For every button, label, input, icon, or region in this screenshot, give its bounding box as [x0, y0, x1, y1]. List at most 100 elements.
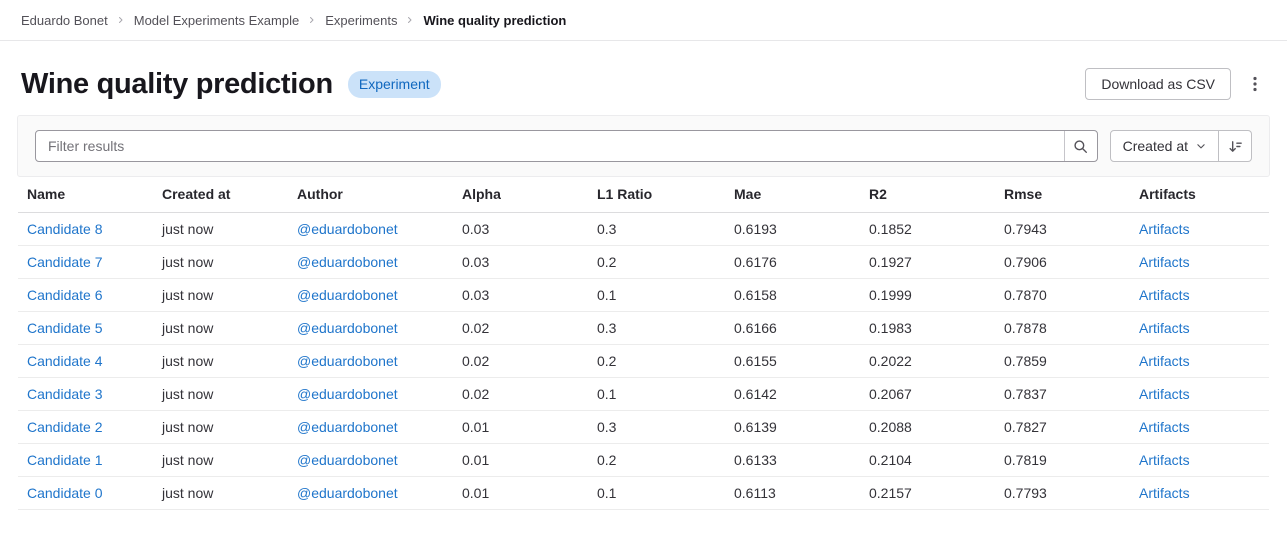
candidate-link[interactable]: Candidate 2 — [27, 418, 103, 435]
alpha-cell: 0.01 — [453, 410, 588, 444]
column-header-r2: R2 — [860, 177, 995, 213]
author-link[interactable]: @eduardobonet — [297, 484, 398, 501]
sort-field-dropdown[interactable]: Created at — [1109, 130, 1219, 162]
rmse-cell: 0.7837 — [995, 377, 1130, 411]
breadcrumb-item-project[interactable]: Model Experiments Example — [133, 12, 300, 28]
table-row: Candidate 1 just now @eduardobonet 0.01 … — [18, 443, 1269, 477]
r2-cell: 0.1999 — [860, 278, 995, 312]
l1-ratio-cell: 0.2 — [588, 245, 725, 279]
r2-cell: 0.2088 — [860, 410, 995, 444]
author-link[interactable]: @eduardobonet — [297, 352, 398, 369]
author-link[interactable]: @eduardobonet — [297, 418, 398, 435]
alpha-cell: 0.03 — [453, 245, 588, 279]
r2-cell: 0.2157 — [860, 476, 995, 510]
author-link[interactable]: @eduardobonet — [297, 319, 398, 336]
author-link[interactable]: @eduardobonet — [297, 253, 398, 270]
rmse-cell: 0.7943 — [995, 212, 1130, 246]
breadcrumb-item-experiments[interactable]: Experiments — [325, 12, 398, 28]
r2-cell: 0.1852 — [860, 212, 995, 246]
r2-cell: 0.2022 — [860, 344, 995, 378]
search-button[interactable] — [1063, 131, 1097, 161]
column-header-mae: Mae — [725, 177, 860, 213]
alpha-cell: 0.02 — [453, 311, 588, 345]
more-actions-button[interactable] — [1241, 72, 1269, 96]
alpha-cell: 0.01 — [453, 476, 588, 510]
rmse-cell: 0.7906 — [995, 245, 1130, 279]
l1-ratio-cell: 0.1 — [588, 377, 725, 411]
candidate-link[interactable]: Candidate 7 — [27, 253, 103, 270]
chevron-right-icon — [406, 16, 414, 24]
sort-direction-button[interactable] — [1219, 130, 1252, 162]
page-title: Wine quality prediction — [21, 67, 333, 100]
alpha-cell: 0.03 — [453, 212, 588, 246]
page-header: Wine quality prediction Experiment Downl… — [0, 65, 1287, 103]
chevron-right-icon — [117, 16, 125, 24]
breadcrumb-item-current: Wine quality prediction — [423, 12, 567, 28]
breadcrumb-item-user[interactable]: Eduardo Bonet — [21, 12, 108, 28]
rmse-cell: 0.7878 — [995, 311, 1130, 345]
mae-cell: 0.6176 — [725, 245, 860, 279]
rmse-cell: 0.7870 — [995, 278, 1130, 312]
column-header-author: Author — [288, 177, 453, 213]
author-link[interactable]: @eduardobonet — [297, 385, 398, 402]
created-at-cell: just now — [153, 443, 288, 477]
candidate-link[interactable]: Candidate 6 — [27, 286, 103, 303]
artifacts-link[interactable]: Artifacts — [1139, 385, 1190, 402]
candidate-link[interactable]: Candidate 0 — [27, 484, 103, 501]
l1-ratio-cell: 0.3 — [588, 410, 725, 444]
l1-ratio-cell: 0.2 — [588, 344, 725, 378]
created-at-cell: just now — [153, 476, 288, 510]
download-csv-button[interactable]: Download as CSV — [1085, 68, 1231, 100]
created-at-cell: just now — [153, 344, 288, 378]
column-header-rmse: Rmse — [995, 177, 1130, 213]
created-at-cell: just now — [153, 245, 288, 279]
created-at-cell: just now — [153, 410, 288, 444]
artifacts-link[interactable]: Artifacts — [1139, 286, 1190, 303]
rmse-cell: 0.7793 — [995, 476, 1130, 510]
search-icon — [1073, 139, 1088, 154]
mae-cell: 0.6155 — [725, 344, 860, 378]
rmse-cell: 0.7819 — [995, 443, 1130, 477]
r2-cell: 0.1927 — [860, 245, 995, 279]
artifacts-link[interactable]: Artifacts — [1139, 352, 1190, 369]
created-at-cell: just now — [153, 278, 288, 312]
r2-cell: 0.1983 — [860, 311, 995, 345]
chevron-right-icon — [308, 16, 316, 24]
table-row: Candidate 4 just now @eduardobonet 0.02 … — [18, 344, 1269, 378]
rmse-cell: 0.7859 — [995, 344, 1130, 378]
l1-ratio-cell: 0.3 — [588, 311, 725, 345]
mae-cell: 0.6133 — [725, 443, 860, 477]
filter-bar: Created at — [17, 115, 1270, 177]
candidate-link[interactable]: Candidate 3 — [27, 385, 103, 402]
candidate-link[interactable]: Candidate 1 — [27, 451, 103, 468]
column-header-created-at: Created at — [153, 177, 288, 213]
candidate-link[interactable]: Candidate 8 — [27, 220, 103, 237]
created-at-cell: just now — [153, 212, 288, 246]
filter-results-input[interactable] — [36, 131, 1064, 161]
artifacts-link[interactable]: Artifacts — [1139, 253, 1190, 270]
candidate-link[interactable]: Candidate 4 — [27, 352, 103, 369]
chevron-down-icon — [1196, 141, 1206, 151]
table-row: Candidate 3 just now @eduardobonet 0.02 … — [18, 377, 1269, 411]
table-row: Candidate 0 just now @eduardobonet 0.01 … — [18, 476, 1269, 510]
r2-cell: 0.2067 — [860, 377, 995, 411]
alpha-cell: 0.02 — [453, 344, 588, 378]
l1-ratio-cell: 0.1 — [588, 476, 725, 510]
artifacts-link[interactable]: Artifacts — [1139, 220, 1190, 237]
author-link[interactable]: @eduardobonet — [297, 451, 398, 468]
author-link[interactable]: @eduardobonet — [297, 286, 398, 303]
author-link[interactable]: @eduardobonet — [297, 220, 398, 237]
artifacts-link[interactable]: Artifacts — [1139, 484, 1190, 501]
alpha-cell: 0.01 — [453, 443, 588, 477]
table-row: Candidate 2 just now @eduardobonet 0.01 … — [18, 410, 1269, 444]
filter-search-box — [35, 130, 1098, 162]
sort-field-label: Created at — [1122, 138, 1188, 154]
table-row: Candidate 6 just now @eduardobonet 0.03 … — [18, 278, 1269, 312]
candidate-link[interactable]: Candidate 5 — [27, 319, 103, 336]
table-row: Candidate 7 just now @eduardobonet 0.03 … — [18, 245, 1269, 279]
artifacts-link[interactable]: Artifacts — [1139, 418, 1190, 435]
artifacts-link[interactable]: Artifacts — [1139, 451, 1190, 468]
experiments-table: Name Created at Author Alpha L1 Ratio Ma… — [18, 177, 1269, 510]
r2-cell: 0.2104 — [860, 443, 995, 477]
artifacts-link[interactable]: Artifacts — [1139, 319, 1190, 336]
